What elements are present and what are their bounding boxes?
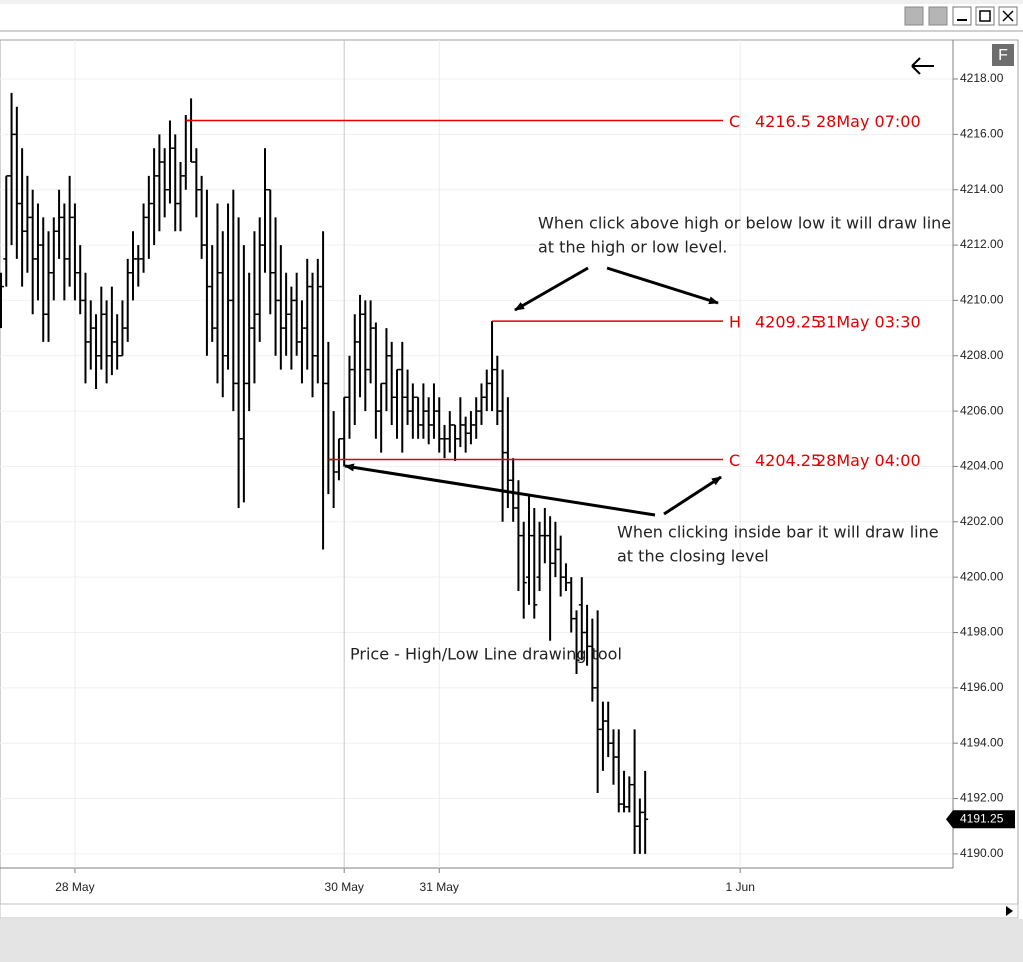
y-tick-label: 4218.00 xyxy=(960,71,1004,85)
last-price-tag xyxy=(946,810,1015,829)
scrollbar[interactable] xyxy=(0,903,1019,919)
note-text: When click above high or below low it wi… xyxy=(538,214,951,233)
y-tick-label: 4206.00 xyxy=(960,403,1004,417)
back-arrow-icon[interactable] xyxy=(911,57,934,75)
price-line-kind: C xyxy=(729,112,740,131)
arrow xyxy=(663,475,722,516)
scroll-arrow[interactable] xyxy=(1006,906,1013,916)
maximize-icon xyxy=(979,10,991,22)
note-text: at the closing level xyxy=(617,547,769,566)
window-button[interactable] xyxy=(928,6,948,26)
x-tick-label: 30 May xyxy=(325,880,364,894)
arrow xyxy=(514,266,589,312)
price-line-value: 4204.25 xyxy=(755,451,821,470)
window-button[interactable] xyxy=(904,6,924,26)
y-tick-label: 4212.00 xyxy=(960,237,1004,251)
close-icon xyxy=(1002,10,1014,22)
y-tick-label: 4198.00 xyxy=(960,625,1004,639)
price-line-time: 28May 07:00 xyxy=(816,112,921,131)
price-line-kind: C xyxy=(729,451,740,470)
arrow xyxy=(344,463,656,517)
top-strip xyxy=(0,0,1023,4)
price-line-kind: H xyxy=(729,313,741,332)
y-tick-label: 4208.00 xyxy=(960,348,1004,362)
maximize-button[interactable] xyxy=(975,6,995,26)
note-text: When clicking inside bar it will draw li… xyxy=(617,523,939,542)
note-text: Price - High/Low Line drawing tool xyxy=(350,645,622,664)
y-tick-label: 4196.00 xyxy=(960,680,1004,694)
y-tick-label: 4210.00 xyxy=(960,293,1004,307)
price-line-value: 4209.25 xyxy=(755,313,821,332)
y-tick-label: 4216.00 xyxy=(960,127,1004,141)
bars xyxy=(0,92,649,854)
y-tick-label: 4192.00 xyxy=(960,791,1004,805)
y-tick-label: 4214.00 xyxy=(960,182,1004,196)
x-tick-label: 1 Jun xyxy=(726,880,755,894)
y-tick-label: 4204.00 xyxy=(960,459,1004,473)
f-button[interactable] xyxy=(992,44,1014,66)
f-button-label: F xyxy=(998,47,1008,64)
y-tick-label: 4200.00 xyxy=(960,569,1004,583)
last-price-label: 4191.25 xyxy=(960,811,1004,825)
price-line-time: 31May 03:30 xyxy=(816,313,921,332)
grid xyxy=(0,40,952,868)
y-tick-label: 4194.00 xyxy=(960,735,1004,749)
price-line-time: 28May 04:00 xyxy=(816,451,921,470)
note-text: at the high or low level. xyxy=(538,238,727,257)
arrow xyxy=(606,266,719,305)
status-area xyxy=(0,919,1023,962)
x-tick-label: 28 May xyxy=(55,880,94,894)
minimize-button[interactable] xyxy=(952,6,972,26)
x-tick-label: 31 May xyxy=(420,880,459,894)
y-tick-label: 4202.00 xyxy=(960,514,1004,528)
price-line-value: 4216.5 xyxy=(755,112,811,131)
y-tick-label: 4190.00 xyxy=(960,846,1004,860)
annotations: When click above high or below low it wi… xyxy=(185,112,951,664)
